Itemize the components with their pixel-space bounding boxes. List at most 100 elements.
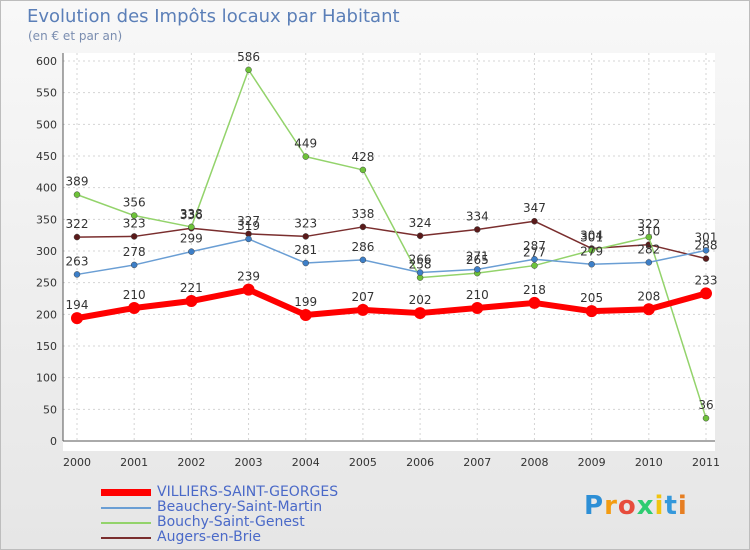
series-line [76, 238, 707, 276]
legend-swatch [101, 521, 151, 524]
legend-label: Bouchy-Saint-Genest [157, 514, 305, 530]
data-label: 210 [123, 288, 146, 302]
legend-label: VILLIERS-SAINT-GEORGES [157, 484, 339, 500]
data-point [414, 307, 427, 320]
data-label: 279 [580, 244, 603, 258]
x-tick-label: 2007 [463, 456, 491, 469]
data-label: 347 [523, 201, 546, 215]
data-label: 208 [637, 289, 660, 303]
legend-item: VILLIERS-SAINT-GEORGES [101, 485, 338, 500]
data-point [302, 233, 309, 240]
x-tick-label: 2009 [578, 456, 606, 469]
data-label: 263 [66, 254, 89, 268]
proxiti-logo: Proxiti [584, 491, 688, 521]
data-point [702, 247, 710, 254]
legend-label: Beauchery-Saint-Martin [157, 499, 323, 515]
data-label: 265 [466, 253, 489, 267]
x-tick-label: 2004 [292, 456, 320, 469]
legend-swatch [101, 489, 151, 496]
y-tick-label: 150 [36, 340, 57, 353]
data-point [71, 312, 83, 325]
data-point [302, 259, 309, 267]
data-point [588, 261, 595, 268]
data-point [531, 217, 538, 225]
y-tick-label: 200 [36, 308, 57, 321]
data-point [702, 414, 710, 422]
legend-item: Bouchy-Saint-Genest [101, 515, 338, 530]
data-point [359, 223, 367, 231]
logo-letter: i [654, 491, 665, 521]
data-label: 301 [580, 230, 603, 244]
data-point [642, 303, 655, 316]
x-tick-label: 2010 [635, 456, 663, 469]
y-tick-label: 100 [36, 372, 57, 385]
data-label: 36 [698, 398, 713, 412]
series-line [76, 286, 707, 322]
data-label: 356 [123, 196, 146, 210]
data-point [359, 256, 367, 264]
data-label: 202 [409, 293, 432, 307]
data-point [73, 233, 81, 241]
data-label: 233 [695, 273, 718, 287]
data-label: 199 [294, 295, 317, 309]
data-label: 258 [409, 258, 432, 272]
data-point [531, 255, 538, 263]
legend-item: Beauchery-Saint-Martin [101, 500, 338, 515]
x-tick-label: 2005 [349, 456, 377, 469]
data-point [245, 66, 252, 74]
y-tick-label: 250 [36, 277, 57, 290]
data-point [245, 235, 252, 243]
data-point [359, 166, 367, 174]
x-tick-label: 2008 [520, 456, 548, 469]
y-tick-label: 600 [36, 55, 57, 68]
data-point [471, 302, 484, 314]
y-tick-label: 500 [36, 118, 57, 131]
data-point [645, 259, 653, 266]
data-label: 304 [580, 228, 603, 242]
data-point [73, 271, 81, 278]
logo-letter: o [617, 491, 637, 521]
y-tick-label: 50 [43, 403, 57, 416]
data-label: 287 [523, 239, 546, 253]
data-label: 207 [351, 290, 374, 304]
data-point [416, 232, 424, 240]
data-label: 334 [466, 209, 489, 223]
data-point [185, 295, 198, 308]
data-label: 277 [523, 246, 546, 260]
data-label: 286 [351, 240, 374, 254]
data-point [585, 305, 598, 318]
data-label: 221 [180, 281, 203, 295]
data-label: 586 [237, 50, 260, 64]
y-tick-label: 450 [36, 150, 57, 163]
y-tick-label: 550 [36, 87, 57, 100]
data-point [130, 261, 138, 269]
data-point [73, 191, 81, 198]
data-point [474, 226, 481, 233]
data-label: 266 [409, 253, 432, 267]
data-label: 449 [294, 137, 317, 151]
data-point [130, 212, 138, 219]
logo-letter: r [604, 491, 618, 521]
data-point [356, 303, 369, 316]
data-point [645, 233, 653, 241]
plot-area [63, 53, 715, 451]
legend-label: Augers-en-Brie [157, 529, 261, 545]
data-label: 389 [66, 175, 89, 189]
data-point [700, 287, 712, 300]
chart-legend: VILLIERS-SAINT-GEORGES Beauchery-Saint-Ma… [101, 485, 338, 545]
data-label: 281 [294, 243, 317, 257]
data-label: 310 [637, 225, 660, 239]
data-label: 327 [237, 214, 260, 228]
data-label: 322 [66, 217, 89, 231]
legend-item: Augers-en-Brie [101, 530, 338, 545]
data-label: 210 [466, 288, 489, 302]
logo-letter: x [636, 491, 655, 521]
data-label: 194 [66, 298, 89, 312]
line-chart: 2000 2001 2002 2003 2004 2005 2006 2007 2008 2009… [36, 50, 720, 469]
data-point [588, 247, 595, 254]
data-label: 322 [637, 217, 660, 231]
data-label: 239 [237, 270, 260, 284]
data-label: 288 [695, 239, 718, 253]
logo-letter: P [584, 491, 605, 521]
